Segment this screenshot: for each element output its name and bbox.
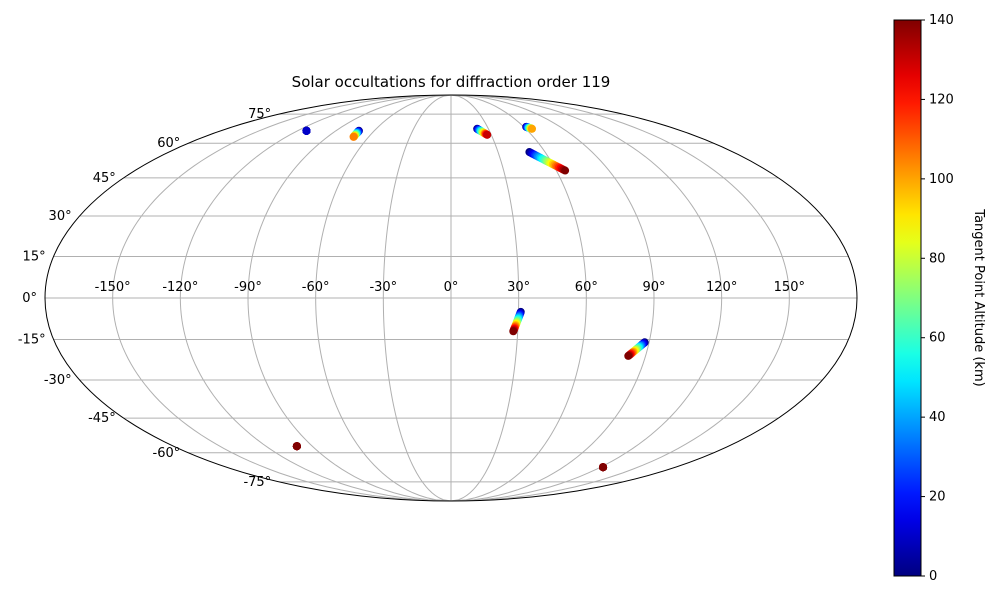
y-tick-label: 15° — [23, 249, 46, 264]
meridian-line — [450, 95, 723, 501]
colorbar-tick-label: 120 — [929, 92, 954, 107]
occultation-point — [599, 463, 608, 472]
y-tick-label: -15° — [18, 333, 46, 348]
y-tick-label: 75° — [248, 107, 271, 122]
occultation-point — [509, 327, 518, 336]
occultation-point — [349, 132, 358, 141]
chart-title: Solar occultations for diffraction order… — [292, 73, 611, 91]
graticule-grid — [45, 95, 857, 501]
occultation-point — [292, 442, 301, 451]
colorbar-tick-label: 140 — [929, 13, 954, 28]
occultation-point — [483, 130, 492, 139]
meridian-line — [450, 95, 655, 501]
meridian-line — [382, 95, 452, 501]
x-tick-label: -150° — [95, 280, 131, 295]
meridian-line — [247, 95, 452, 501]
meridian-line — [179, 95, 452, 501]
map-boundary — [44, 94, 858, 502]
y-tick-label: 60° — [157, 136, 180, 151]
colorbar-gradient — [893, 19, 922, 577]
y-tick-label: -60° — [153, 446, 181, 461]
colorbar-tick-label: 20 — [929, 490, 946, 505]
y-tick-label: 45° — [93, 171, 116, 186]
colorbar: 0 20 40 60 80 100 120 140 Tangent Point Altitud… — [893, 13, 986, 584]
occultation-points — [292, 122, 649, 472]
x-tick-label: -120° — [162, 280, 198, 295]
occultation-point — [624, 351, 633, 360]
colorbar-ticks: 0 20 40 60 80 100 120 140 — [921, 13, 954, 584]
meridian-line — [450, 95, 520, 501]
meridian-line — [112, 95, 452, 501]
x-tick-label: 30° — [507, 280, 530, 295]
y-tick-label: -30° — [44, 373, 72, 388]
y-tick-label: -45° — [88, 411, 116, 426]
meridian-line — [450, 95, 790, 501]
occultation-point — [528, 124, 537, 133]
x-tick-label: 60° — [575, 280, 598, 295]
latitude-tick-labels: -75° -60° -45° -30° -15° 0° 15° 30° 45° 60° 75° — [18, 107, 271, 490]
colorbar-tick-label: 0 — [929, 569, 937, 584]
x-tick-label: 120° — [706, 280, 737, 295]
occultation-point — [302, 126, 311, 135]
colorbar-label: Tangent Point Altitude (km) — [971, 208, 986, 386]
y-tick-label: 30° — [49, 209, 72, 224]
colorbar-tick-label: 80 — [929, 251, 946, 266]
meridian-line — [450, 95, 587, 501]
x-tick-label: 150° — [774, 280, 805, 295]
x-tick-label: 0° — [444, 280, 459, 295]
x-tick-label: 90° — [642, 280, 665, 295]
x-tick-label: -90° — [234, 280, 262, 295]
y-tick-label: -75° — [243, 475, 271, 490]
colorbar-tick-label: 40 — [929, 410, 946, 425]
colorbar-tick-label: 100 — [929, 172, 954, 187]
meridian-line — [315, 95, 452, 501]
occultation-point — [561, 166, 570, 175]
colorbar-tick-label: 60 — [929, 331, 946, 346]
x-tick-label: -30° — [369, 280, 397, 295]
longitude-tick-labels: -150° -120° -90° -60° -30° 0° 30° 60° 90° 120° 150… — [95, 280, 805, 295]
y-tick-label: 0° — [22, 291, 37, 306]
x-tick-label: -60° — [302, 280, 330, 295]
